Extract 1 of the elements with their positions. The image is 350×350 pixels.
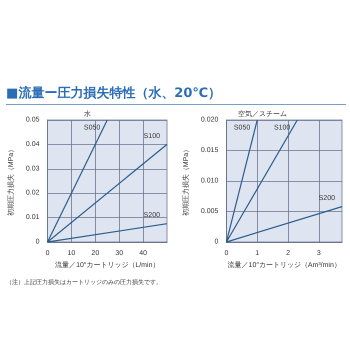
chart-title: ■流量ー圧力損失特性（水、20℃）	[6, 84, 346, 105]
